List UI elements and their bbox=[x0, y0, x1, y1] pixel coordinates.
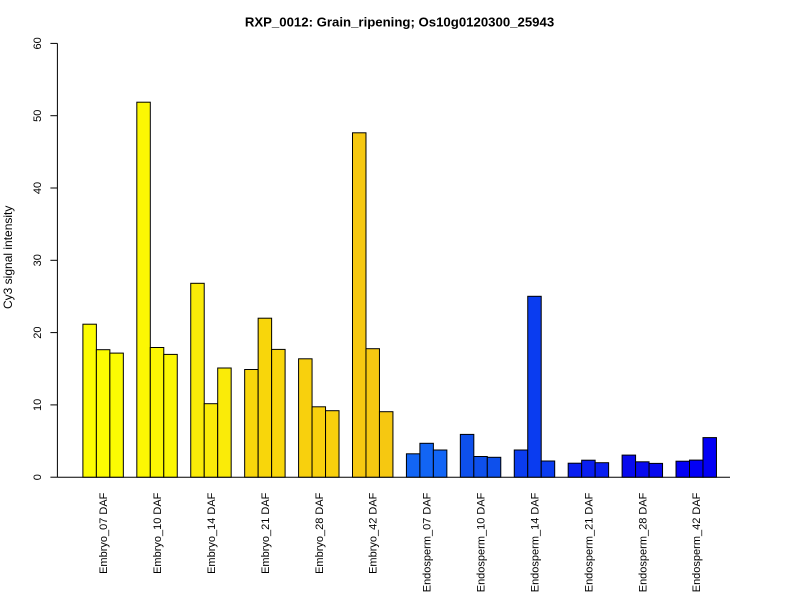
svg-text:Endosperm_28 DAF: Endosperm_28 DAF bbox=[637, 492, 649, 592]
svg-text:20: 20 bbox=[32, 326, 44, 338]
svg-text:10: 10 bbox=[32, 399, 44, 411]
svg-text:Embryo_14 DAF: Embryo_14 DAF bbox=[206, 492, 218, 574]
svg-text:Endosperm_07 DAF: Endosperm_07 DAF bbox=[422, 492, 434, 592]
svg-text:Embryo_42 DAF: Embryo_42 DAF bbox=[368, 492, 380, 574]
svg-text:Endosperm_14 DAF: Endosperm_14 DAF bbox=[529, 492, 541, 592]
svg-text:Endosperm_21 DAF: Endosperm_21 DAF bbox=[583, 492, 595, 592]
svg-text:RXP_0012: Grain_ripening; Os10: RXP_0012: Grain_ripening; Os10g0120300_2… bbox=[245, 15, 554, 30]
svg-text:Endosperm_10 DAF: Endosperm_10 DAF bbox=[476, 492, 488, 592]
svg-text:Cy3 signal intensity: Cy3 signal intensity bbox=[1, 206, 15, 309]
svg-text:30: 30 bbox=[32, 254, 44, 266]
svg-text:Embryo_28 DAF: Embryo_28 DAF bbox=[314, 492, 326, 574]
svg-text:0: 0 bbox=[32, 474, 44, 480]
svg-text:50: 50 bbox=[32, 110, 44, 122]
svg-text:Endosperm_42 DAF: Endosperm_42 DAF bbox=[691, 492, 703, 592]
svg-text:60: 60 bbox=[32, 37, 44, 49]
svg-text:40: 40 bbox=[32, 182, 44, 194]
svg-text:Embryo_21 DAF: Embryo_21 DAF bbox=[260, 492, 272, 574]
svg-text:Embryo_07 DAF: Embryo_07 DAF bbox=[98, 492, 110, 574]
svg-text:Embryo_10 DAF: Embryo_10 DAF bbox=[152, 492, 164, 574]
